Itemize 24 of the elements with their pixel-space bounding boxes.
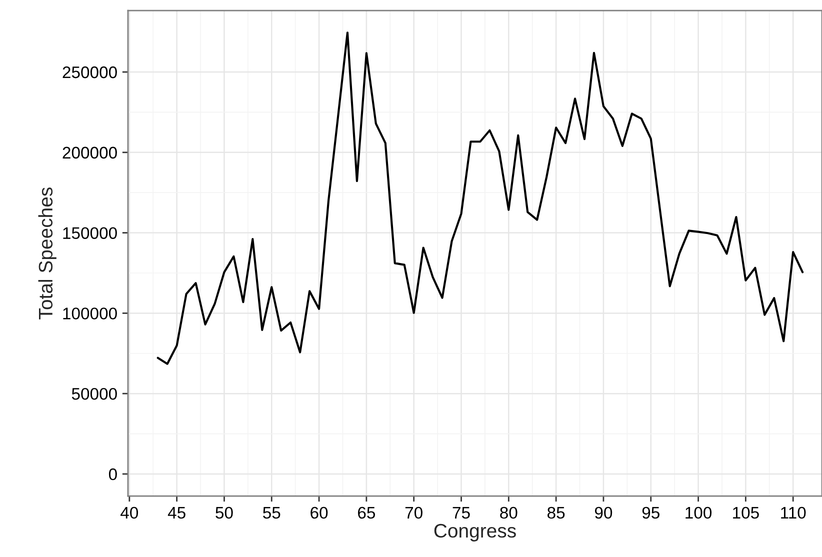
- y-tick-label: 250000: [62, 66, 117, 78]
- y-tick-label: 0: [108, 468, 117, 480]
- y-tick-label: 150000: [63, 227, 117, 239]
- x-tick-label: 90: [594, 506, 612, 519]
- x-tick-label: 85: [548, 506, 565, 519]
- x-tick-label: 40: [120, 506, 138, 519]
- x-tick-label: 50: [216, 506, 233, 519]
- x-tick-label: 65: [358, 506, 376, 519]
- y-axis-title: Total Speeches: [38, 188, 56, 320]
- x-tick-label: 45: [168, 507, 186, 519]
- x-tick-label: 100: [686, 506, 712, 519]
- line-series: [156, 32, 804, 365]
- x-tick-label: 70: [405, 506, 422, 519]
- x-tick-label: 80: [500, 506, 518, 519]
- x-axis-title: Congress: [434, 524, 516, 542]
- x-tick-label: 95: [642, 506, 660, 519]
- y-tick-label: 50000: [72, 388, 117, 400]
- x-tick-label: 105: [733, 506, 759, 519]
- x-tick-label: 60: [310, 506, 328, 519]
- x-tick-label: 75: [452, 507, 470, 519]
- x-tick-label: 55: [263, 507, 280, 519]
- y-tick-label: 200000: [62, 146, 117, 159]
- y-tick-label: 100000: [63, 308, 117, 320]
- x-tick-label: 110: [781, 506, 806, 519]
